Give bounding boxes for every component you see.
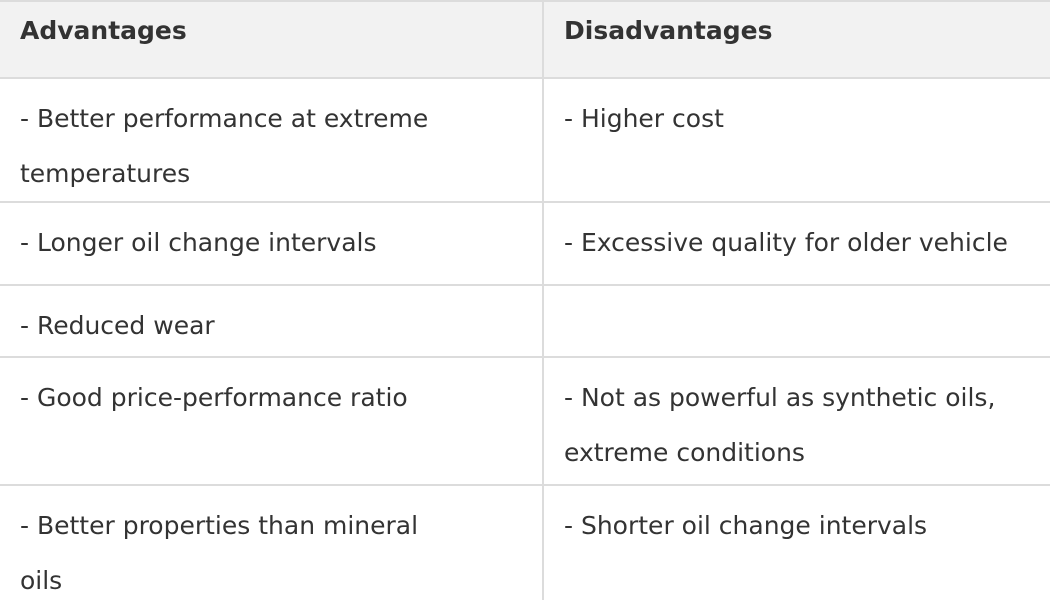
cell-line: - Shorter oil change intervals <box>564 511 928 540</box>
table-cell: - Good price-performance ratio <box>0 356 544 485</box>
cell-line: - Excessive quality for older vehicle <box>564 228 1008 257</box>
cell-line: - Higher cost <box>564 104 724 133</box>
cell-line: - Better properties than mineral <box>20 511 419 540</box>
table-cell: - Better properties than mineral oils <box>0 484 544 600</box>
table-row: - Good price-performance ratio - Not as p… <box>0 356 1050 485</box>
header-row: Advantages Disadvantages <box>0 0 1050 78</box>
table-cell: - Not as powerful as synthetic oils, extr… <box>543 356 1050 485</box>
cell-line: oils <box>20 566 63 595</box>
cell-line: - Reduced wear <box>20 311 215 340</box>
cell-line: - Good price-performance ratio <box>20 383 408 412</box>
cell-line: temperatures <box>20 159 191 188</box>
table-cell <box>543 284 1050 357</box>
header-cell: Advantages <box>0 0 544 78</box>
cell-line: extreme conditions <box>564 438 805 467</box>
table-cell: - Shorter oil change intervals <box>543 484 1050 600</box>
table-cell: - Better performance at extreme temperatu… <box>0 77 544 202</box>
table-row: - Better performance at extreme temperatu… <box>0 77 1050 202</box>
cell-line: - Longer oil change intervals <box>20 228 377 257</box>
table-cell: - Longer oil change intervals <box>0 201 544 285</box>
header-cell: Disadvantages <box>543 0 1050 78</box>
table-row: - Reduced wear <box>0 284 1050 357</box>
table-cell: - Reduced wear <box>0 284 544 357</box>
cell-line: - Not as powerful as synthetic oils, <box>564 383 996 412</box>
table-cell: - Excessive quality for older vehicle <box>543 201 1050 285</box>
cell-line: - Better performance at extreme <box>20 104 429 133</box>
table-body: - Better performance at extreme temperatu… <box>0 77 1050 600</box>
table-row: - Longer oil change intervals - Excessive… <box>0 201 1050 285</box>
table-cell: - Higher cost <box>543 77 1050 202</box>
table-row: - Better properties than mineral oils - Sh… <box>0 484 1050 600</box>
